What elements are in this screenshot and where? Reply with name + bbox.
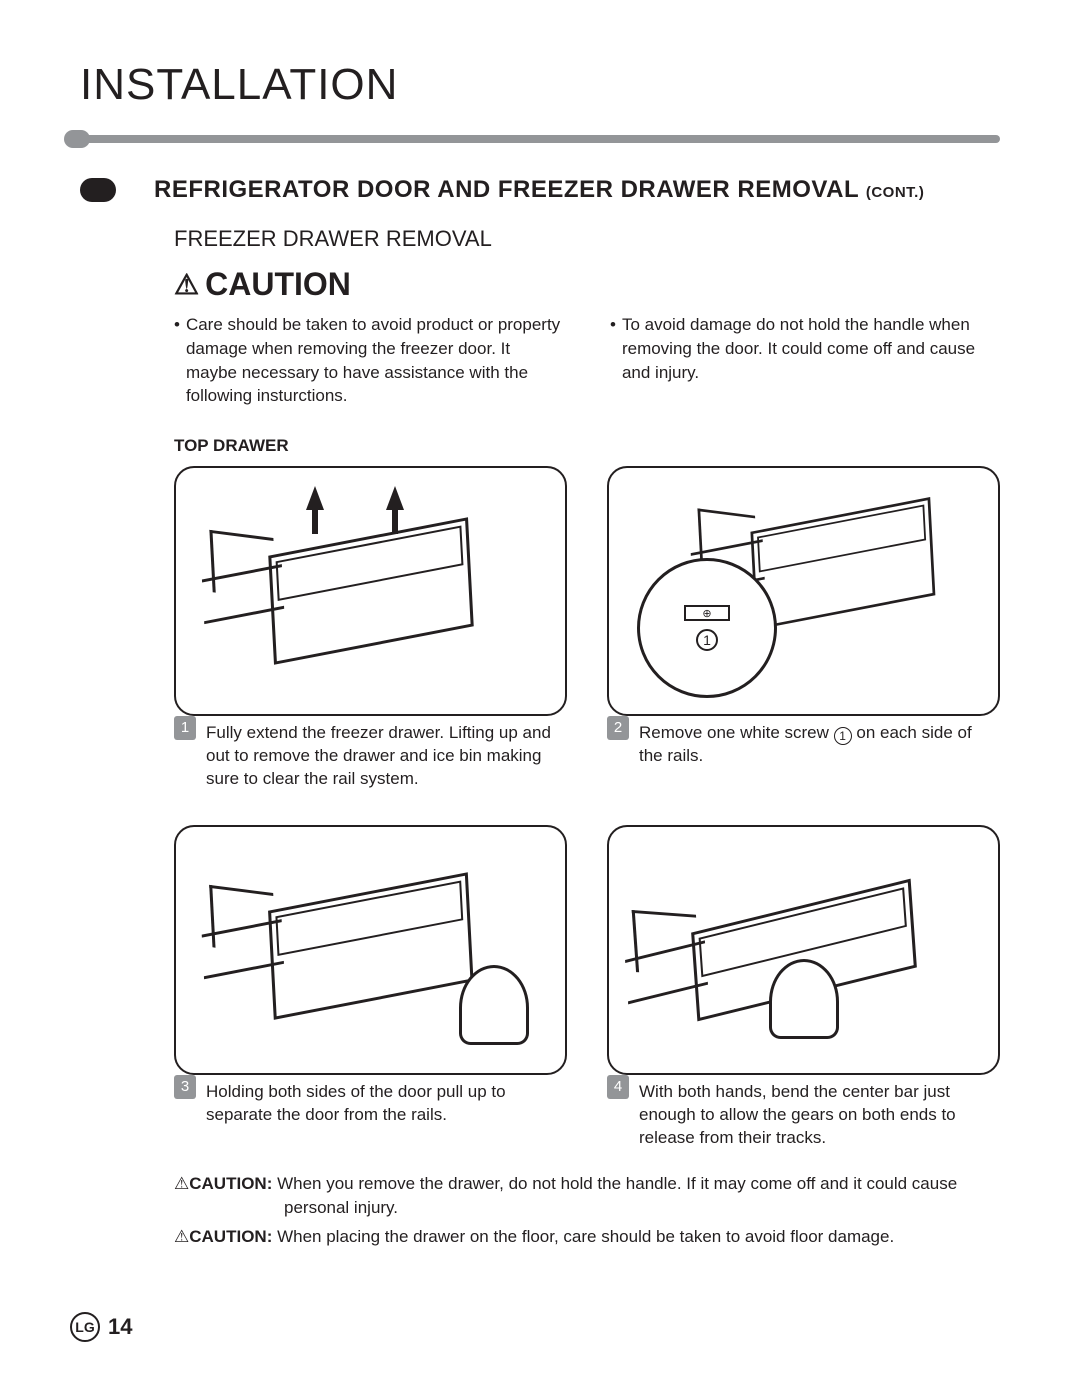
callout-number-1: 1 [696, 629, 718, 651]
caution-bullets: • Care should be taken to avoid product … [174, 313, 1000, 408]
rail-line [204, 606, 284, 624]
step-text: Remove one white screw 1 on each side of… [639, 722, 1000, 768]
divider-line [80, 135, 1000, 143]
step-number-badge: 1 [174, 716, 196, 740]
hand-icon [459, 965, 529, 1045]
rail-line [690, 539, 762, 556]
hand-icon [769, 959, 839, 1039]
step-4: 4 With both hands, bend the center bar j… [607, 825, 1000, 1150]
top-drawer-label: TOP DRAWER [174, 436, 1000, 456]
step-2-figure: ⊕ 1 [607, 466, 1000, 716]
section-header-row: REFRIGERATOR DOOR AND FREEZER DRAWER REM… [80, 176, 1000, 204]
footnote-text: When you remove the drawer, do not hold … [272, 1174, 957, 1217]
arrow-up-icon [386, 486, 404, 510]
step-text: With both hands, bend the center bar jus… [639, 1081, 1000, 1150]
page-number: 14 [108, 1314, 132, 1340]
steps-grid: 1 Fully extend the freezer drawer. Lifti… [174, 466, 1000, 1150]
rail-line [625, 940, 705, 963]
drawer-diagram [268, 872, 473, 1020]
warning-icon: ⚠ [174, 271, 199, 299]
caution-heading: ⚠ CAUTION [174, 266, 1000, 303]
page-number-row: LG 14 [70, 1312, 132, 1342]
caution-bullet: • To avoid damage do not hold the handle… [610, 313, 1000, 408]
rail-line [203, 961, 283, 979]
step-3: 3 Holding both sides of the door pull up… [174, 825, 567, 1150]
footnote-label: CAUTION: [189, 1227, 272, 1246]
drawer-diagram [268, 517, 473, 665]
step-number-badge: 3 [174, 1075, 196, 1099]
caution-bullet-text: To avoid damage do not hold the handle w… [622, 313, 1000, 408]
step-number-badge: 4 [607, 1075, 629, 1099]
step-caption: 2 Remove one white screw 1 on each side … [607, 722, 1000, 768]
screw-icon: ⊕ [684, 605, 730, 621]
caution-bullet: • Care should be taken to avoid product … [174, 313, 564, 408]
detail-callout-circle: ⊕ 1 [637, 558, 777, 698]
footnote-label: CAUTION: [189, 1174, 272, 1193]
step-4-figure [607, 825, 1000, 1075]
step-3-figure [174, 825, 567, 1075]
rail-line [201, 564, 281, 582]
footnotes: ⚠CAUTION: When you remove the drawer, do… [174, 1172, 1000, 1249]
footnote-text: When placing the drawer on the floor, ca… [272, 1227, 894, 1246]
drawer-diagram [750, 497, 935, 630]
bullet-dot: • [610, 313, 616, 408]
step-text: Fully extend the freezer drawer. Lifting… [206, 722, 567, 791]
arrow-up-icon [306, 486, 324, 510]
section-bullet [80, 178, 116, 202]
footnote: ⚠CAUTION: When you remove the drawer, do… [174, 1172, 1000, 1220]
warning-icon: ⚠ [174, 1174, 189, 1193]
page-title: INSTALLATION [80, 60, 1000, 110]
section-subtitle: FREEZER DRAWER REMOVAL [174, 226, 1000, 252]
step-2: ⊕ 1 2 Remove one white screw 1 on each s… [607, 466, 1000, 791]
section-title: REFRIGERATOR DOOR AND FREEZER DRAWER REM… [154, 176, 924, 204]
caution-block: ⚠ CAUTION • Care should be taken to avoi… [174, 266, 1000, 408]
warning-icon: ⚠ [174, 1227, 189, 1246]
step-caption: 4 With both hands, bend the center bar j… [607, 1081, 1000, 1150]
step-number-badge: 2 [607, 716, 629, 740]
bullet-dot: • [174, 313, 180, 408]
caution-bullet-text: Care should be taken to avoid product or… [186, 313, 564, 408]
lg-logo-icon: LG [70, 1312, 100, 1342]
rail-line [201, 919, 281, 937]
step-1-figure [174, 466, 567, 716]
step-1: 1 Fully extend the freezer drawer. Lifti… [174, 466, 567, 791]
rail-line [627, 982, 707, 1005]
inline-callout-1: 1 [834, 727, 852, 745]
step-text: Holding both sides of the door pull up t… [206, 1081, 567, 1127]
step-text-a: Remove one white screw [639, 723, 834, 742]
divider-bar [64, 130, 1000, 148]
step-caption: 1 Fully extend the freezer drawer. Lifti… [174, 722, 567, 791]
step-caption: 3 Holding both sides of the door pull up… [174, 1081, 567, 1127]
footnote: ⚠CAUTION: When placing the drawer on the… [174, 1225, 1000, 1249]
caution-heading-text: CAUTION [205, 266, 351, 303]
section-title-text: REFRIGERATOR DOOR AND FREEZER DRAWER REM… [154, 176, 859, 203]
section-title-cont: (CONT.) [866, 184, 925, 201]
